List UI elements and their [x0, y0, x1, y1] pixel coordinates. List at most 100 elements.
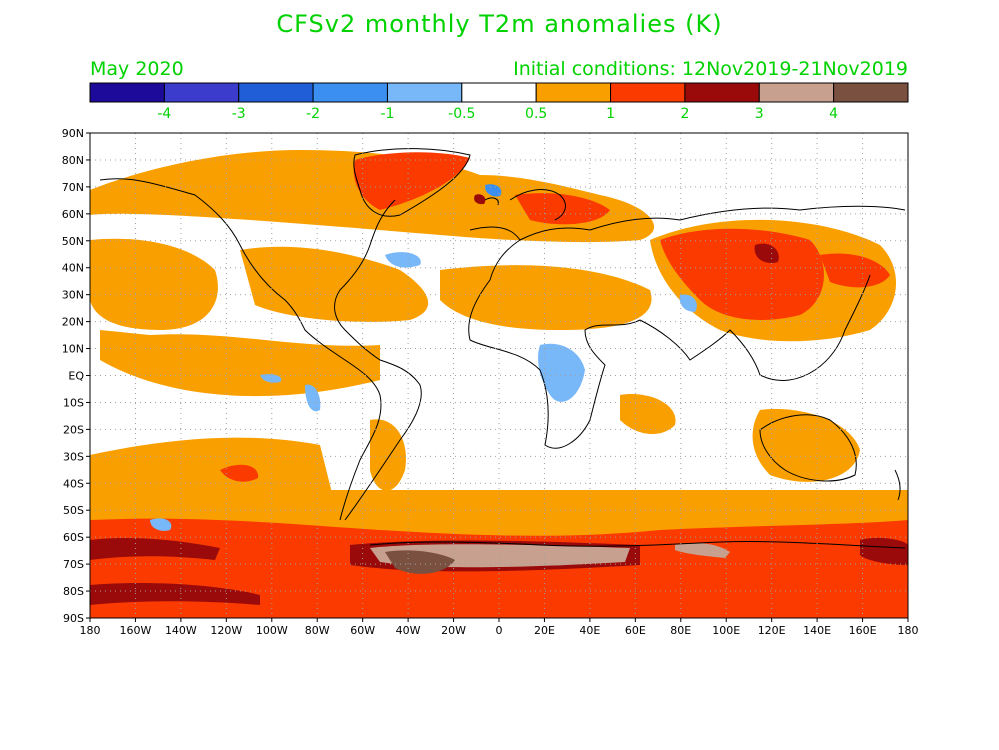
longitude-label: 120E [758, 624, 786, 637]
anomaly-region-ross-sea-darkred [90, 583, 260, 605]
colorbar-tick-label: -4 [157, 106, 171, 122]
graticule [86, 132, 909, 622]
coastline-americas-west [99, 178, 382, 521]
anomaly-region-tibet-blue [679, 294, 697, 312]
colorbar-swatch [684, 82, 760, 103]
longitude-label: 80E [670, 624, 691, 637]
anomaly-region-northwest-pacific-red [820, 253, 890, 288]
colorbar-tick-label: 1 [606, 106, 615, 122]
anomaly-region-iceland-blue [484, 184, 502, 197]
colorbar-tick-label: 0.5 [525, 106, 547, 122]
colorbar-swatch [312, 82, 388, 103]
longitude-label: 180 [898, 624, 919, 637]
valid-month-label: May 2020 [90, 58, 184, 80]
latitude-label: 10N [62, 343, 84, 356]
coastlines [99, 148, 906, 549]
colorbar-swatch [758, 82, 835, 103]
anomaly-region-amundsen-darkred [90, 537, 220, 560]
latitude-label: EQ [68, 370, 84, 383]
anomaly-region-south-atlantic [370, 419, 406, 491]
initial-conditions-label: Initial conditions: 12Nov2019-21Nov2019 [513, 58, 908, 80]
anomaly-region-scandinavia-red [515, 193, 610, 225]
coastline-africa-europe [468, 226, 641, 449]
anomaly-region-north-atlantic-west [240, 246, 429, 322]
map-panel: 90N 80N 70N 60N 50N 40N 30N 20N 10N EQ 10S 20S 30S 40… [62, 127, 919, 637]
latitude-label: 80N [62, 154, 84, 167]
map-frame [89, 132, 909, 619]
colorbar-swatch [833, 82, 909, 103]
latitude-label: 60S [63, 531, 84, 544]
coastline-antarctica [369, 541, 906, 549]
coastline-eurasia-north [519, 205, 906, 241]
anomaly-region-south-pacific-blue [150, 518, 172, 531]
anomaly-region-australia [752, 409, 860, 482]
coastline-greenland [353, 148, 471, 217]
latitude-label: 90S [63, 612, 84, 625]
anomaly-region-north-pacific [90, 238, 218, 330]
longitude-label: 140E [803, 624, 831, 637]
longitude-label: 100W [256, 624, 288, 637]
colorbar-swatch [535, 82, 612, 103]
latitude-label: 70N [62, 181, 84, 194]
coastline-asia-south [639, 274, 871, 381]
anomaly-region-east-antarctic-tan [675, 542, 730, 558]
latitude-label: 90N [62, 127, 84, 140]
latitude-labels: 90N 80N 70N 60N 50N 40N 30N 20N 10N EQ 10S 20S 30S 40… [62, 127, 85, 625]
longitude-label: 160E [849, 624, 877, 637]
coastline-australia [759, 414, 857, 482]
anomaly-region-east-africa-blue [538, 343, 585, 402]
anomaly-region-pacific-blue [260, 374, 282, 383]
longitude-label: 180 [80, 624, 101, 637]
colorbar-swatch [610, 82, 686, 103]
latitude-label: 40N [62, 262, 84, 275]
colorbar-swatch [461, 82, 537, 103]
latitude-label: 60N [62, 208, 84, 221]
anomaly-region-atlantic-blue [385, 252, 421, 268]
anomaly-region-amazon-blue [305, 384, 321, 412]
latitude-label: 50S [63, 504, 84, 517]
colorbar-tick-label: -1 [380, 106, 394, 122]
anomaly-region-north-africa [440, 265, 652, 330]
colorbar-tick-label: 2 [680, 106, 689, 122]
anomaly-region-pacific-red-spot [220, 464, 259, 482]
longitude-label: 100E [712, 624, 740, 637]
colorbar-swatch [238, 82, 314, 103]
anomaly-fields [90, 150, 908, 618]
longitude-label: 0 [496, 624, 503, 637]
latitude-label: 20N [62, 316, 84, 329]
anomaly-region-east-antarctic-darkred [860, 537, 908, 565]
colorbar-swatch [163, 82, 240, 103]
anomaly-region-greenland-red [353, 152, 470, 210]
latitude-label: 30N [62, 289, 84, 302]
longitude-label: 60W [350, 624, 375, 637]
colorbar-tick-label: -2 [306, 106, 320, 122]
latitude-label: 70S [63, 558, 84, 571]
longitude-label: 20W [441, 624, 466, 637]
coastline-new-zealand [894, 469, 901, 501]
latitude-label: 40S [63, 477, 84, 490]
longitude-label: 140W [165, 624, 197, 637]
colorbar-tick-label: 3 [755, 106, 764, 122]
longitude-label: 20E [534, 624, 555, 637]
anomaly-region-weddell-brown [385, 550, 455, 574]
anomaly-region-south-pacific [90, 437, 335, 505]
colorbar-swatch [386, 82, 463, 103]
longitude-label: 40E [579, 624, 600, 637]
map-title: CFSv2 monthly T2m anomalies (K) [276, 10, 723, 38]
colorbar-tick-label: -3 [232, 106, 246, 122]
coastline-scandinavia [509, 189, 566, 221]
anomaly-region-mongolia-darkred [754, 243, 779, 264]
latitude-label: 80S [63, 585, 84, 598]
longitude-label: 120W [210, 624, 242, 637]
latitude-label: 30S [63, 450, 84, 463]
coastline-americas-east [334, 199, 422, 521]
colorbar-tick-label: 4 [829, 106, 838, 122]
colorbar-tick-label: -0.5 [448, 106, 475, 122]
latitude-label: 10S [63, 396, 84, 409]
anomaly-region-east-asia-red [660, 228, 824, 320]
latitude-label: 50N [62, 235, 84, 248]
longitude-label: 40W [396, 624, 421, 637]
anomaly-region-indian-ocean [620, 394, 676, 435]
coastline-iceland [484, 197, 499, 206]
